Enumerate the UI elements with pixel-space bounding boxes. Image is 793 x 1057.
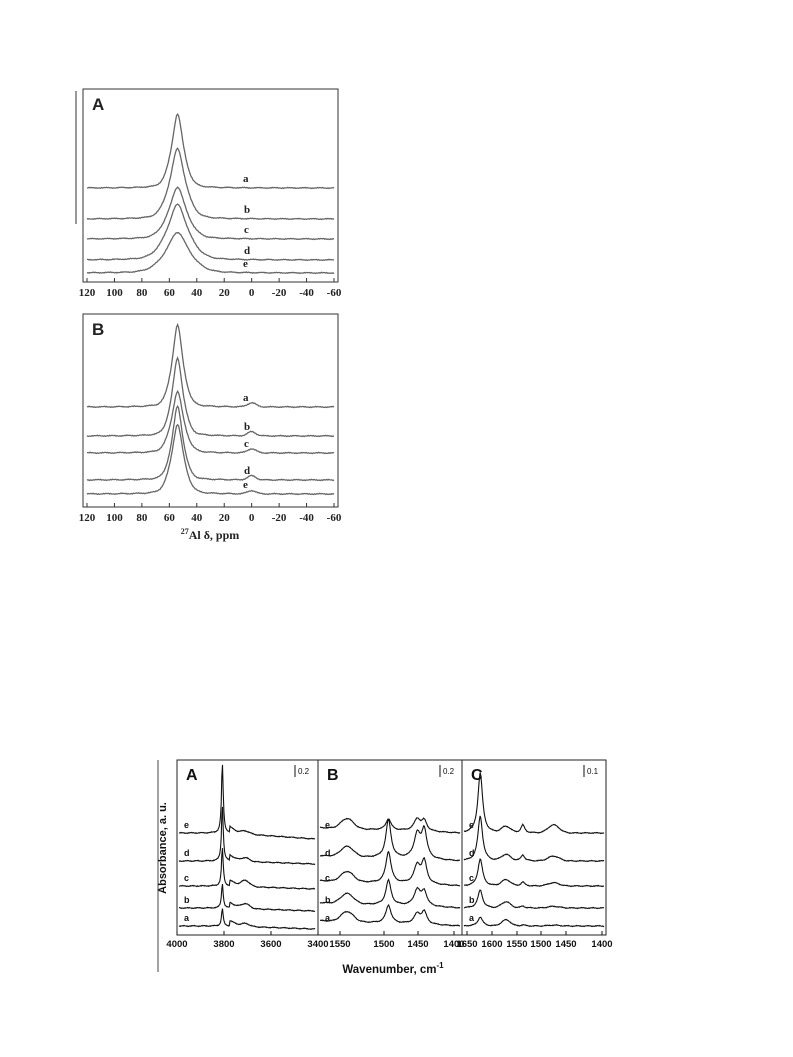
nmr-x-tick-label: 80	[136, 287, 148, 299]
ir-series-a	[320, 903, 461, 927]
nmr-x-tick-label: 60	[164, 287, 176, 299]
ir-series-label: e	[184, 820, 189, 830]
ir-series-c	[463, 858, 605, 888]
ir-series-e	[319, 817, 461, 834]
ir-series-label: a	[184, 913, 190, 923]
ir-x-tick-label: 1600	[481, 939, 502, 950]
ir-figure-frame	[176, 759, 607, 936]
nmr-series-label: e	[243, 258, 248, 270]
ir-scale-bar-label: 0.1	[587, 767, 599, 776]
ir-x-tick-label: 4000	[166, 939, 187, 950]
ir-series-a	[178, 908, 316, 930]
nmr-series-label: b	[244, 204, 250, 216]
ir-panel-label: A	[186, 767, 198, 784]
ir-series-b	[463, 889, 605, 910]
ir-y-axis-label: Absorbance, a. u.	[157, 802, 169, 894]
nmr-x-tick-label: 80	[136, 512, 148, 524]
nmr-series-e	[86, 231, 335, 275]
ir-panel-label: C	[471, 767, 483, 784]
nmr-x-tick-label: -40	[299, 287, 314, 299]
nmr-series-label: b	[244, 421, 250, 433]
ir-x-tick-label: 3400	[307, 939, 328, 950]
nmr-x-tick-label: 60	[164, 512, 176, 524]
nmr-series-b	[86, 356, 335, 438]
ir-x-tick-label: 1500	[530, 939, 551, 950]
ir-series-c	[178, 848, 316, 890]
ir-series-label: a	[325, 913, 331, 923]
ir-series-d	[463, 815, 605, 863]
ir-series-label: c	[469, 873, 474, 883]
nmr-panel-label: B	[92, 320, 104, 339]
ir-x-tick-label: 1450	[555, 939, 576, 950]
nmr-series-b	[86, 147, 335, 221]
ir-x-tick-label: 1500	[373, 939, 394, 950]
nmr-series-label: e	[243, 479, 248, 491]
ir-x-tick-label: 1550	[329, 939, 350, 950]
ir-panel-label: B	[327, 767, 339, 784]
nmr-series-d	[87, 203, 335, 262]
nmr-series-d	[86, 404, 335, 482]
ir-x-tick-label: 1400	[443, 939, 464, 950]
ir-scale-bar-label: 0.2	[443, 767, 455, 776]
nmr-series-label: c	[244, 224, 249, 236]
ir-scale-bar-label: 0.2	[298, 767, 310, 776]
nmr-panel-frame	[82, 88, 339, 283]
ir-series-b	[179, 884, 316, 913]
ir-series-label: b	[184, 895, 190, 905]
ir-series-d	[319, 818, 460, 862]
ir-series-label: b	[469, 895, 475, 905]
nmr-series-label: a	[243, 392, 249, 404]
nmr-series-label: d	[244, 465, 250, 477]
ir-series-label: a	[469, 913, 475, 923]
ir-series-a	[463, 916, 605, 928]
nmr-series-a	[86, 322, 335, 409]
nmr-x-tick-label: 20	[219, 512, 231, 524]
ir-series-label: d	[469, 848, 475, 858]
nmr-series-a	[87, 112, 335, 190]
nmr-panel-label: A	[92, 95, 104, 114]
ir-series-label: c	[325, 873, 330, 883]
ir-x-tick-label: 1400	[591, 939, 612, 950]
ir-x-tick-label: 1650	[456, 939, 477, 950]
nmr-x-tick-label: 0	[249, 287, 255, 299]
ir-series-label: c	[184, 873, 189, 883]
nmr-x-tick-label: 20	[219, 287, 231, 299]
ir-series-label: d	[325, 848, 331, 858]
ir-series-label: e	[325, 820, 330, 830]
nmr-series-label: a	[243, 173, 249, 185]
nmr-x-tick-label: 100	[106, 287, 123, 299]
nmr-x-tick-label: 40	[191, 512, 203, 524]
ir-series-label: d	[184, 848, 190, 858]
nmr-series-c	[86, 186, 335, 241]
ir-series-label: e	[469, 820, 474, 830]
nmr-series-label: d	[244, 245, 250, 257]
nmr-x-tick-label: 100	[106, 512, 123, 524]
ir-x-tick-label: 3600	[260, 939, 281, 950]
nmr-x-tick-label: -20	[272, 287, 287, 299]
ir-series-label: b	[325, 895, 331, 905]
ir-x-tick-label: 3800	[213, 939, 234, 950]
nmr-x-tick-label: -60	[327, 512, 342, 524]
ir-series-d	[178, 806, 316, 866]
nmr-x-axis-label: 27Al δ, ppm	[181, 527, 240, 542]
ir-x-tick-label: 1450	[407, 939, 428, 950]
nmr-series-label: c	[244, 438, 249, 450]
ir-series-e	[179, 764, 315, 840]
ir-x-axis-label: Wavenumber, cm-1	[342, 961, 444, 976]
nmr-x-tick-label: -20	[272, 512, 287, 524]
nmr-series-e	[86, 423, 335, 496]
nmr-x-tick-label: 120	[79, 512, 96, 524]
ir-series-c	[319, 850, 461, 887]
nmr-x-tick-label: -40	[299, 512, 314, 524]
nmr-panel-frame	[82, 313, 339, 508]
nmr-x-tick-label: 0	[249, 512, 255, 524]
nmr-x-tick-label: 120	[79, 287, 96, 299]
ir-series-b	[319, 878, 461, 909]
nmr-x-tick-label: -60	[327, 287, 342, 299]
ir-x-tick-label: 1550	[506, 939, 527, 950]
nmr-x-tick-label: 40	[191, 287, 203, 299]
nmr-series-c	[87, 389, 335, 455]
ir-series-e	[463, 772, 605, 835]
